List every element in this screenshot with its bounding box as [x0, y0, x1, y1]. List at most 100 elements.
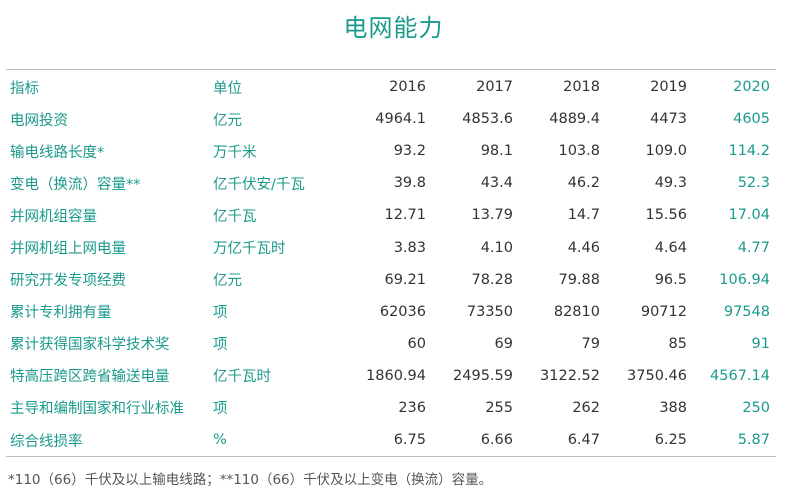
row-value: 13.79 — [471, 207, 513, 224]
row-value: 2495.59 — [453, 367, 513, 384]
row-value: 78.28 — [471, 271, 513, 288]
row-value: 96.5 — [654, 271, 687, 288]
row-label: 并网机组容量 — [10, 208, 97, 225]
row-value: 52.3 — [737, 175, 770, 192]
row-label: 研究开发专项经费 — [10, 273, 126, 290]
row-unit: 万千米 — [213, 144, 257, 161]
row-unit: % — [213, 432, 227, 449]
table-header-row: 指标 单位 2016 2017 2018 2019 2020 — [6, 71, 776, 103]
row-value: 4473 — [650, 111, 687, 128]
header-unit: 单位 — [213, 80, 242, 97]
row-value: 93.2 — [393, 143, 426, 160]
row-label: 累计获得国家科学技术奖 — [10, 337, 170, 354]
table-row: 主导和编制国家和行业标准 项 236 255 262 388 250 — [6, 392, 776, 424]
row-value: 255 — [485, 399, 513, 416]
grid-capability-table: 指标 单位 2016 2017 2018 2019 2020 电网投资 亿元 496… — [6, 71, 776, 456]
row-label: 主导和编制国家和行业标准 — [10, 401, 184, 418]
row-unit: 亿千瓦时 — [213, 369, 271, 386]
table-row: 累计专利拥有量 项 62036 73350 82810 90712 97548 — [6, 296, 776, 328]
row-value: 6.75 — [393, 432, 426, 449]
footnote: *110（66）千伏及以上输电线路；**110（66）千伏及以上变电（换流）容量… — [8, 472, 493, 488]
row-label: 变电（换流）容量** — [10, 176, 141, 193]
row-value: 69.21 — [384, 271, 426, 288]
row-value: 69 — [494, 335, 513, 352]
row-label: 综合线损率 — [10, 433, 83, 450]
row-label: 特高压跨区跨省输送电量 — [10, 369, 170, 386]
row-value: 4964.1 — [375, 111, 426, 128]
row-label: 累计专利拥有量 — [10, 305, 112, 322]
row-value: 1860.94 — [366, 367, 426, 384]
row-value: 12.71 — [384, 207, 426, 224]
row-value: 103.8 — [558, 143, 600, 160]
row-value: 62036 — [379, 303, 426, 320]
row-value: 106.94 — [719, 271, 770, 288]
row-value: 85 — [668, 335, 687, 352]
row-value: 3.83 — [393, 239, 426, 256]
header-year-2020: 2020 — [733, 79, 770, 96]
row-value: 262 — [572, 399, 600, 416]
row-value: 79.88 — [558, 271, 600, 288]
row-value: 4889.4 — [549, 111, 600, 128]
header-indicator: 指标 — [10, 80, 39, 97]
row-value: 91 — [751, 335, 770, 352]
row-value: 39.8 — [393, 175, 426, 192]
header-year-2017: 2017 — [476, 79, 513, 96]
table-row: 并网机组上网电量 万亿千瓦时 3.83 4.10 4.46 4.64 4.77 — [6, 231, 776, 263]
table-row: 变电（换流）容量** 亿千伏安/千瓦 39.8 43.4 46.2 49.3 52.3 — [6, 167, 776, 199]
row-value: 15.56 — [645, 207, 687, 224]
row-label: 并网机组上网电量 — [10, 241, 126, 258]
row-value: 5.87 — [737, 432, 770, 449]
row-label: 电网投资 — [10, 112, 68, 129]
row-value: 82810 — [553, 303, 600, 320]
row-value: 60 — [407, 335, 426, 352]
row-value: 250 — [742, 399, 770, 416]
row-unit: 亿元 — [213, 112, 242, 129]
row-value: 3750.46 — [627, 367, 687, 384]
row-value: 90712 — [640, 303, 687, 320]
row-unit: 亿元 — [213, 273, 242, 290]
row-value: 73350 — [466, 303, 513, 320]
table-row: 电网投资 亿元 4964.1 4853.6 4889.4 4473 4605 — [6, 103, 776, 135]
row-value: 236 — [398, 399, 426, 416]
row-value: 17.04 — [728, 207, 770, 224]
row-value: 4605 — [733, 111, 770, 128]
row-value: 4.77 — [737, 239, 770, 256]
row-unit: 亿千瓦 — [213, 208, 257, 225]
row-value: 4.46 — [567, 239, 600, 256]
row-value: 43.4 — [480, 175, 513, 192]
header-year-2016: 2016 — [389, 79, 426, 96]
row-unit: 项 — [213, 337, 228, 354]
row-value: 98.1 — [480, 143, 513, 160]
row-unit: 项 — [213, 305, 228, 322]
row-value: 6.47 — [567, 432, 600, 449]
row-value: 46.2 — [567, 175, 600, 192]
row-value: 388 — [659, 399, 687, 416]
row-unit: 万亿千瓦时 — [213, 241, 286, 258]
row-value: 97548 — [723, 303, 770, 320]
row-value: 6.66 — [480, 432, 513, 449]
row-value: 114.2 — [728, 143, 770, 160]
row-unit: 亿千伏安/千瓦 — [213, 176, 305, 193]
row-value: 6.25 — [654, 432, 687, 449]
row-value: 79 — [581, 335, 600, 352]
page-title: 电网能力 — [343, 14, 444, 42]
header-year-2019: 2019 — [650, 79, 687, 96]
row-value: 4567.14 — [710, 367, 770, 384]
row-value: 49.3 — [654, 175, 687, 192]
table-top-rule — [6, 69, 776, 70]
row-value: 3122.52 — [540, 367, 600, 384]
row-value: 4.10 — [480, 239, 513, 256]
table-bottom-rule — [6, 456, 776, 457]
header-year-2018: 2018 — [563, 79, 600, 96]
row-value: 4.64 — [654, 239, 687, 256]
row-value: 109.0 — [645, 143, 687, 160]
table-row: 综合线损率% 6.75 6.66 6.47 6.25 5.87 — [6, 424, 776, 456]
row-value: 14.7 — [567, 207, 600, 224]
row-value: 4853.6 — [462, 111, 513, 128]
table-row: 研究开发专项经费 亿元 69.21 78.28 79.88 96.5 106.94 — [6, 264, 776, 296]
table-row: 输电线路长度* 万千米 93.2 98.1 103.8 109.0 114.2 — [6, 135, 776, 167]
row-label: 输电线路长度* — [10, 144, 105, 161]
row-unit: 项 — [213, 401, 228, 418]
table-row: 累计获得国家科学技术奖 项 60 69 79 85 91 — [6, 328, 776, 360]
table-row: 并网机组容量 亿千瓦 12.71 13.79 14.7 15.56 17.04 — [6, 199, 776, 231]
